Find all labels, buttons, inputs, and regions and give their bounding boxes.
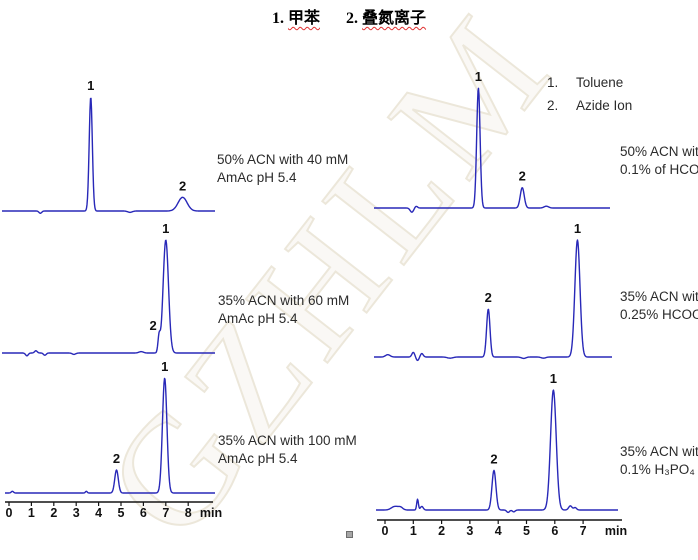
- x-tick-label-right-bottom-6: 6: [551, 524, 558, 538]
- trace-left-top: [1, 97, 216, 214]
- title-item2-text: 叠氮离子: [362, 10, 427, 27]
- peak-label-left-middle-2: 2: [149, 318, 156, 333]
- object-anchor-handle-icon: [346, 531, 353, 538]
- condition-label-right-bottom: 35% ACN with 0.1% H₃PO₄: [620, 443, 698, 479]
- x-tick-label-right-bottom-3: 3: [466, 524, 473, 538]
- x-tick-label-right-bottom-1: 1: [410, 524, 417, 538]
- condition-label-left-middle: 35% ACN with 60 mM AmAc pH 5.4: [218, 292, 349, 328]
- legend-item-azide: 2. Azide Ion: [547, 94, 632, 117]
- condition-label-left-bottom: 35% ACN with 100 mM AmAc pH 5.4: [218, 432, 357, 468]
- condition-line: 35% ACN with: [620, 289, 698, 304]
- x-tick-label-right-bottom-5: 5: [523, 524, 530, 538]
- legend-label-toluene: Toluene: [576, 75, 624, 90]
- peak-label-left-top-2: 2: [179, 178, 186, 193]
- peak-label-left-middle-1: 1: [162, 221, 169, 236]
- peak-label-right-top-1: 1: [475, 69, 482, 84]
- x-tick-label-left-bottom-0: 0: [6, 506, 13, 520]
- peak-label-right-middle-1: 1: [574, 221, 581, 236]
- peak-label-left-top-1: 1: [87, 78, 94, 93]
- condition-line: 0.1% of HCOOH: [620, 162, 698, 177]
- x-tick-label-left-bottom-4: 4: [95, 506, 102, 520]
- condition-line: 35% ACN with 100 mM: [218, 433, 357, 448]
- x-axis-unit-right-bottom: min: [605, 524, 627, 538]
- condition-line: 0.1% H₃PO₄: [620, 462, 695, 477]
- title-item1-text: 甲苯: [287, 10, 320, 27]
- condition-line: 35% ACN with: [620, 444, 698, 459]
- peak-label-right-top-2: 2: [519, 169, 526, 184]
- condition-line: AmAc pH 5.4: [217, 170, 297, 185]
- legend-label-azide: Azide Ion: [576, 98, 633, 113]
- condition-line: AmAc pH 5.4: [218, 451, 298, 466]
- condition-line: 50% ACN with: [620, 144, 698, 159]
- peak-label-right-middle-2: 2: [485, 290, 492, 305]
- condition-line: AmAc pH 5.4: [218, 311, 298, 326]
- title-item1-number: 1.: [271, 10, 284, 27]
- legend-number-1: 1.: [547, 75, 559, 90]
- legend-number-2: 2.: [547, 98, 559, 113]
- x-tick-label-left-bottom-8: 8: [185, 506, 192, 520]
- x-tick-label-left-bottom-2: 2: [50, 506, 57, 520]
- x-tick-label-right-bottom-7: 7: [580, 524, 587, 538]
- condition-line: 50% ACN with 40 mM: [217, 152, 349, 167]
- trace-left-bottom: [4, 377, 216, 494]
- condition-label-right-top: 50% ACN with 0.1% of HCOOH: [620, 143, 698, 179]
- x-tick-label-left-bottom-1: 1: [28, 506, 35, 520]
- condition-line: 35% ACN with 60 mM: [218, 293, 350, 308]
- x-axis-unit-left-bottom: min: [200, 506, 222, 520]
- x-tick-label-right-bottom-4: 4: [495, 524, 502, 538]
- legend-item-toluene: 1. Toluene: [547, 71, 632, 94]
- peak-label-left-bottom-2: 2: [113, 451, 120, 466]
- figure-title: 1. 甲苯 2. 叠氮离子: [0, 4, 698, 28]
- trace-right-top: [373, 87, 611, 213]
- x-tick-label-right-bottom-2: 2: [438, 524, 445, 538]
- condition-line: 0.25% HCOOH: [620, 307, 698, 322]
- trace-right-middle: [373, 239, 613, 362]
- x-tick-label-right-bottom-0: 0: [382, 524, 389, 538]
- condition-label-left-top: 50% ACN with 40 mM AmAc pH 5.4: [217, 151, 348, 187]
- peak-label-right-bottom-2: 2: [490, 451, 497, 466]
- condition-label-right-middle: 35% ACN with 0.25% HCOOH: [620, 288, 698, 324]
- x-tick-label-left-bottom-3: 3: [73, 506, 80, 520]
- peak-label-right-bottom-1: 1: [550, 371, 557, 386]
- peak-label-left-bottom-1: 1: [161, 359, 168, 374]
- trace-left-middle: [1, 239, 216, 357]
- trace-right-bottom: [375, 389, 619, 514]
- x-tick-label-left-bottom-6: 6: [140, 506, 147, 520]
- peak-legend: 1. Toluene 2. Azide Ion: [547, 71, 632, 117]
- x-tick-label-left-bottom-5: 5: [118, 506, 125, 520]
- x-tick-label-left-bottom-7: 7: [162, 506, 169, 520]
- title-item2-number: 2.: [346, 10, 358, 27]
